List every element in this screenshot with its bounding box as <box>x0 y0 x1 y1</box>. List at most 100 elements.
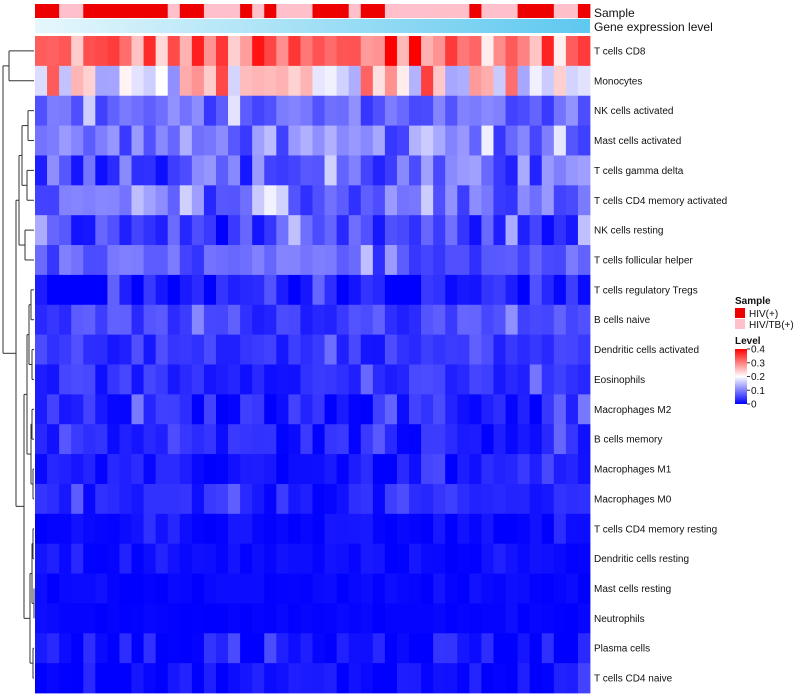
heatmap-cell <box>143 274 157 306</box>
heatmap-cell <box>372 245 386 276</box>
heatmap-cell <box>396 603 410 634</box>
heatmap-cell <box>228 483 241 515</box>
heatmap-cell <box>300 394 313 425</box>
heatmap-cell <box>215 36 229 67</box>
heatmap-cell <box>167 573 181 604</box>
heatmap-cell <box>384 125 398 156</box>
row-label: T cells CD4 naive <box>594 674 673 685</box>
heatmap-cell <box>384 95 398 126</box>
heatmap-cell <box>577 95 591 126</box>
heatmap-cell <box>252 274 265 306</box>
heatmap-cell <box>191 155 205 186</box>
sample-cell <box>481 4 494 18</box>
heatmap-cell <box>348 215 362 246</box>
heatmap-cell <box>384 364 398 395</box>
heatmap-cell <box>336 364 350 395</box>
heatmap-cell <box>71 245 84 276</box>
heatmap-cell <box>107 304 120 336</box>
heatmap-cell <box>433 483 446 515</box>
heatmap-cell <box>228 394 241 425</box>
heatmap-cell <box>167 454 181 485</box>
heatmap-cell <box>577 603 591 634</box>
heatmap-cell <box>565 603 579 634</box>
heatmap-cell <box>565 663 579 694</box>
heatmap-cell <box>35 364 48 395</box>
row-label: Macrophages M2 <box>594 405 672 416</box>
heatmap-cell <box>264 603 277 634</box>
heatmap-cell <box>372 155 386 186</box>
heatmap-cell <box>469 245 482 276</box>
heatmap-cell <box>215 483 229 515</box>
heatmap-cell <box>240 483 253 515</box>
heatmap-cell <box>529 215 543 246</box>
heatmap-cell <box>47 513 60 545</box>
heatmap-cell <box>155 334 169 365</box>
heatmap-cell <box>553 454 567 485</box>
heatmap-cell <box>288 394 301 425</box>
heatmap-cell <box>59 394 72 425</box>
heatmap-cell <box>300 185 313 216</box>
heatmap-cell <box>457 245 470 276</box>
heatmap-cell <box>240 274 253 306</box>
heatmap-cell <box>348 274 362 306</box>
heatmap-cell <box>481 573 494 604</box>
heatmap-cell <box>505 513 519 545</box>
heatmap-cell <box>324 394 338 425</box>
heatmap-cell <box>469 364 482 395</box>
heatmap-cell <box>565 304 579 336</box>
heatmap-cell <box>59 424 72 455</box>
heatmap-cell <box>565 334 579 365</box>
heatmap-cell <box>360 304 374 336</box>
heatmap-cell <box>469 483 482 515</box>
heatmap-cell <box>203 155 217 186</box>
heatmap-cell <box>288 245 301 276</box>
heatmap-cell <box>167 65 181 97</box>
heatmap-cell <box>119 36 132 67</box>
heatmap-cell <box>481 125 494 156</box>
heatmap-cell <box>215 65 229 97</box>
heatmap-cell <box>384 483 398 515</box>
heatmap-cell <box>433 663 446 694</box>
heatmap-cell <box>119 663 132 694</box>
sample-track-label: Sample <box>594 6 635 20</box>
heatmap-cell <box>203 215 217 246</box>
heatmap-cell <box>336 65 350 97</box>
heatmap-cell <box>360 95 374 126</box>
sample-cell <box>372 4 386 18</box>
sample-cell <box>155 4 169 18</box>
heatmap-cell <box>396 215 410 246</box>
heatmap-cell <box>131 483 144 515</box>
heatmap-cell <box>155 483 169 515</box>
heatmap-cell <box>83 394 96 425</box>
heatmap-cell <box>517 573 531 604</box>
sample-cell <box>264 4 277 18</box>
heatmap-cell <box>469 274 482 306</box>
heatmap-cell <box>47 483 60 515</box>
heatmap-cell <box>409 185 422 216</box>
heatmap-cell <box>59 543 72 574</box>
heatmap-cell <box>131 65 144 97</box>
heatmap-cell <box>409 603 422 634</box>
heatmap-cell <box>131 274 144 306</box>
heatmap-cell <box>167 364 181 395</box>
heatmap-cell <box>95 185 108 216</box>
heatmap-cell <box>288 364 301 395</box>
heatmap-cell <box>276 36 289 67</box>
heatmap-cell <box>47 424 60 455</box>
heatmap-cell <box>396 95 410 126</box>
heatmap-cell <box>445 454 458 485</box>
heatmap-cell <box>107 125 120 156</box>
heatmap-cell <box>167 125 181 156</box>
heatmap-cell <box>433 603 446 634</box>
heatmap-cell <box>264 483 277 515</box>
heatmap-cell <box>119 125 132 156</box>
heatmap-cell <box>324 454 338 485</box>
sample-cell <box>396 4 410 18</box>
heatmap-cell <box>131 155 144 186</box>
heatmap-cell <box>481 394 494 425</box>
heatmap-cell <box>228 304 241 336</box>
heatmap-cell <box>300 424 313 455</box>
heatmap-cell <box>167 185 181 216</box>
heatmap-cell <box>553 394 567 425</box>
